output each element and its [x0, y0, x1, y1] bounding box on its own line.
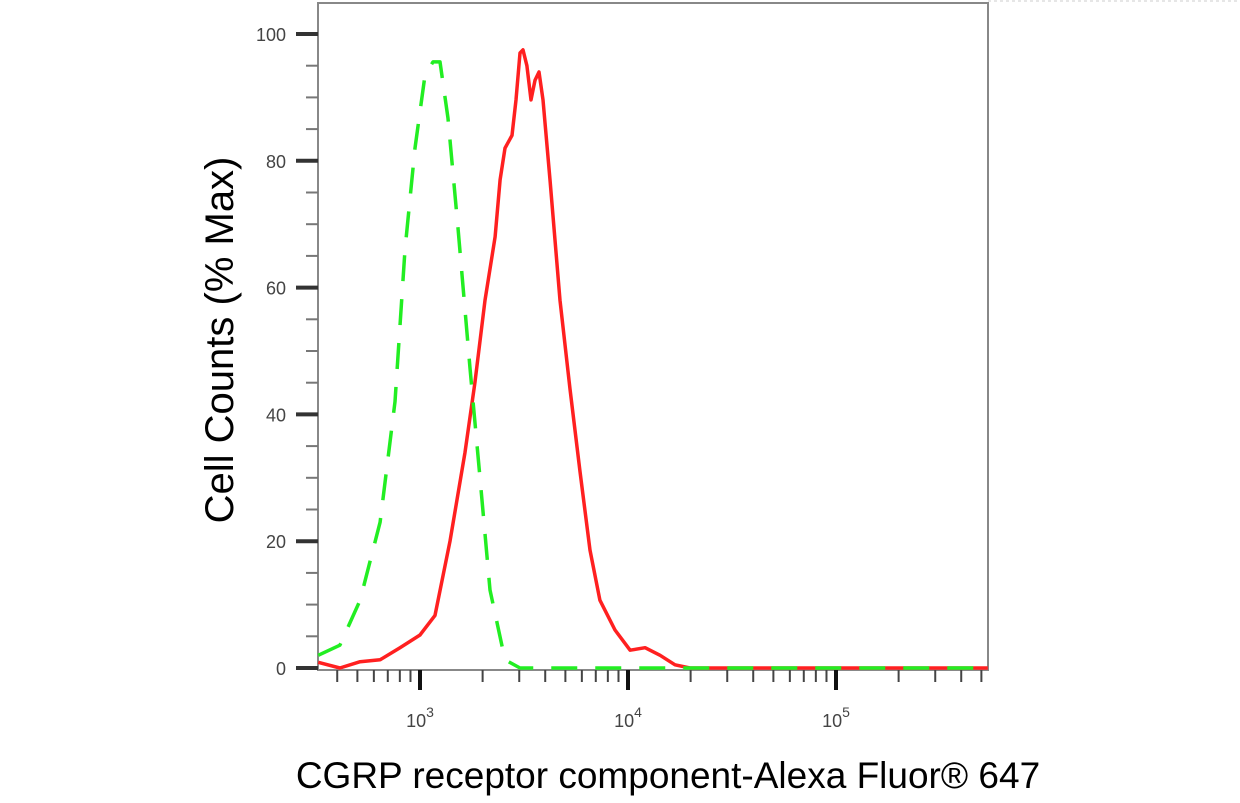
y-tick-label: 60 — [266, 279, 286, 299]
x-tick-label: 104 — [614, 704, 642, 731]
y-tick-label: 20 — [266, 532, 286, 552]
y-tick-label: 0 — [276, 659, 286, 679]
sample-histogram-line — [317, 48, 988, 670]
x-tick-label: 103 — [406, 704, 434, 731]
plot-frame — [317, 2, 989, 671]
y-axis-title: Cell Counts (% Max) — [198, 157, 242, 524]
x-tick-label: 105 — [822, 704, 850, 731]
y-tick-label: 80 — [266, 152, 286, 172]
control-histogram-line — [317, 60, 988, 670]
x-axis-title: CGRP receptor component-Alexa Fluor® 647 — [296, 755, 1040, 796]
y-tick-label: 40 — [266, 405, 286, 425]
y-tick-label: 100 — [256, 25, 286, 45]
